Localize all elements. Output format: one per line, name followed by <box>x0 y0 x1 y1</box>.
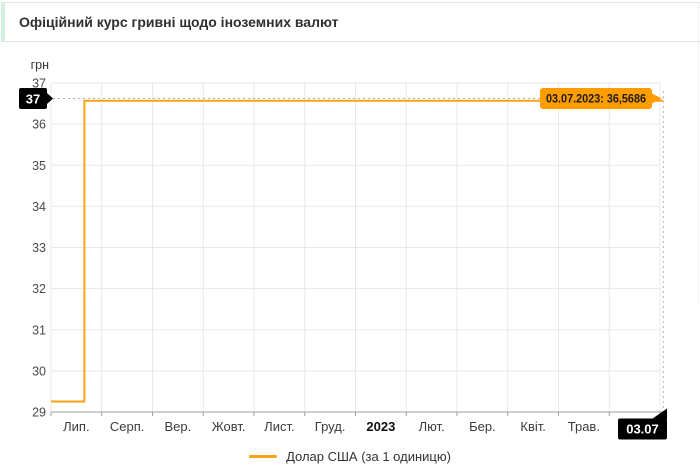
x-axis-date-badge <box>618 418 667 440</box>
y-tick-label: 30 <box>32 364 46 378</box>
tooltip-bubble <box>540 88 652 110</box>
x-label-year: 2023 <box>366 419 395 434</box>
y-axis-badge-pointer <box>47 93 53 105</box>
x-label-month: Квіт. <box>520 419 546 434</box>
x-axis-badge-pointer <box>652 408 667 419</box>
usd-rate-line <box>51 99 664 403</box>
x-label-month: Лист. <box>264 419 294 434</box>
legend-line-swatch <box>249 454 278 458</box>
plot-area[interactable] <box>51 83 660 412</box>
y-tick-label: 31 <box>32 323 46 337</box>
y-tick-label: 29 <box>32 406 46 420</box>
y-tick-label: 36 <box>32 118 46 132</box>
x-label-month: Вер. <box>165 419 192 434</box>
y-tick-label: 37 <box>32 77 46 91</box>
x-label-month: Лют. <box>419 419 445 434</box>
x-label-month: Трав. <box>568 419 600 434</box>
legend-label: Долар США (за 1 одиницю) <box>286 448 451 464</box>
y-axis-value-badge <box>19 88 47 110</box>
legend-item-usd[interactable]: Долар США (за 1 одиницю) <box>0 446 700 466</box>
x-label-month: Груд. <box>315 419 346 434</box>
y-axis-badge-label: 37 <box>26 91 40 106</box>
x-label-month: Бер. <box>469 419 496 434</box>
x-label-month: Жовт. <box>212 419 246 434</box>
x-axis-badge-label: 03.07 <box>626 422 659 437</box>
x-label-month: Лип. <box>63 419 89 434</box>
tooltip-pointer <box>650 92 662 105</box>
page-title: Офіційний курс гривні щодо іноземних вал… <box>19 14 339 30</box>
y-tick-label: 32 <box>32 282 46 296</box>
y-axis-unit-label: грн <box>31 58 50 72</box>
exchange-rate-chart[interactable]: 37 36 35 34 33 32 31 30 29 грн Лип. Серп. Вер. Жовт. Л… <box>0 42 700 469</box>
chart-title-card: Офіційний курс гривні щодо іноземних вал… <box>1 2 700 42</box>
y-tick-label: 34 <box>32 200 46 214</box>
x-label-month: Серп. <box>110 419 145 434</box>
y-tick-label: 35 <box>32 159 46 173</box>
tooltip-label: 03.07.2023: 36,5686 <box>546 94 646 106</box>
panel-right-border <box>698 2 699 302</box>
y-tick-label: 33 <box>32 241 46 255</box>
